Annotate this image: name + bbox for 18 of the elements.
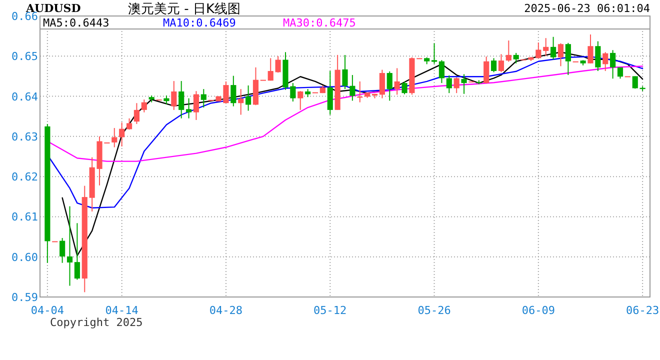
x-tick-label: 04-28 <box>209 304 243 317</box>
y-tick-label: 0.63 <box>12 130 38 144</box>
x-tick-label: 05-26 <box>418 304 451 317</box>
x-tick-label: 05-12 <box>314 304 347 317</box>
legend: MA5:0.6443 MA10:0.6469 MA30:0.6475 <box>40 16 650 30</box>
x-tick-label: 06-09 <box>522 304 555 317</box>
y-tick-label: 0.59 <box>12 291 38 304</box>
x-tick-label: 06-23 <box>626 304 660 317</box>
chart-title: 澳元美元 - 日K线图 <box>128 1 240 17</box>
y-tick-label: 0.65 <box>12 50 38 64</box>
text: 2025-06-23 06:01:04 <box>524 2 650 15</box>
x-tick-label: 04-04 <box>30 304 64 317</box>
x-tick-label: 04-14 <box>105 304 139 317</box>
y-tick-label: 0.64 <box>12 90 38 104</box>
y-tick-label: 0.60 <box>12 250 38 264</box>
y-tick-label: 0.62 <box>12 170 38 184</box>
y-tick-label: 0.61 <box>12 210 38 224</box>
text: Copyright 2025 <box>50 316 143 329</box>
